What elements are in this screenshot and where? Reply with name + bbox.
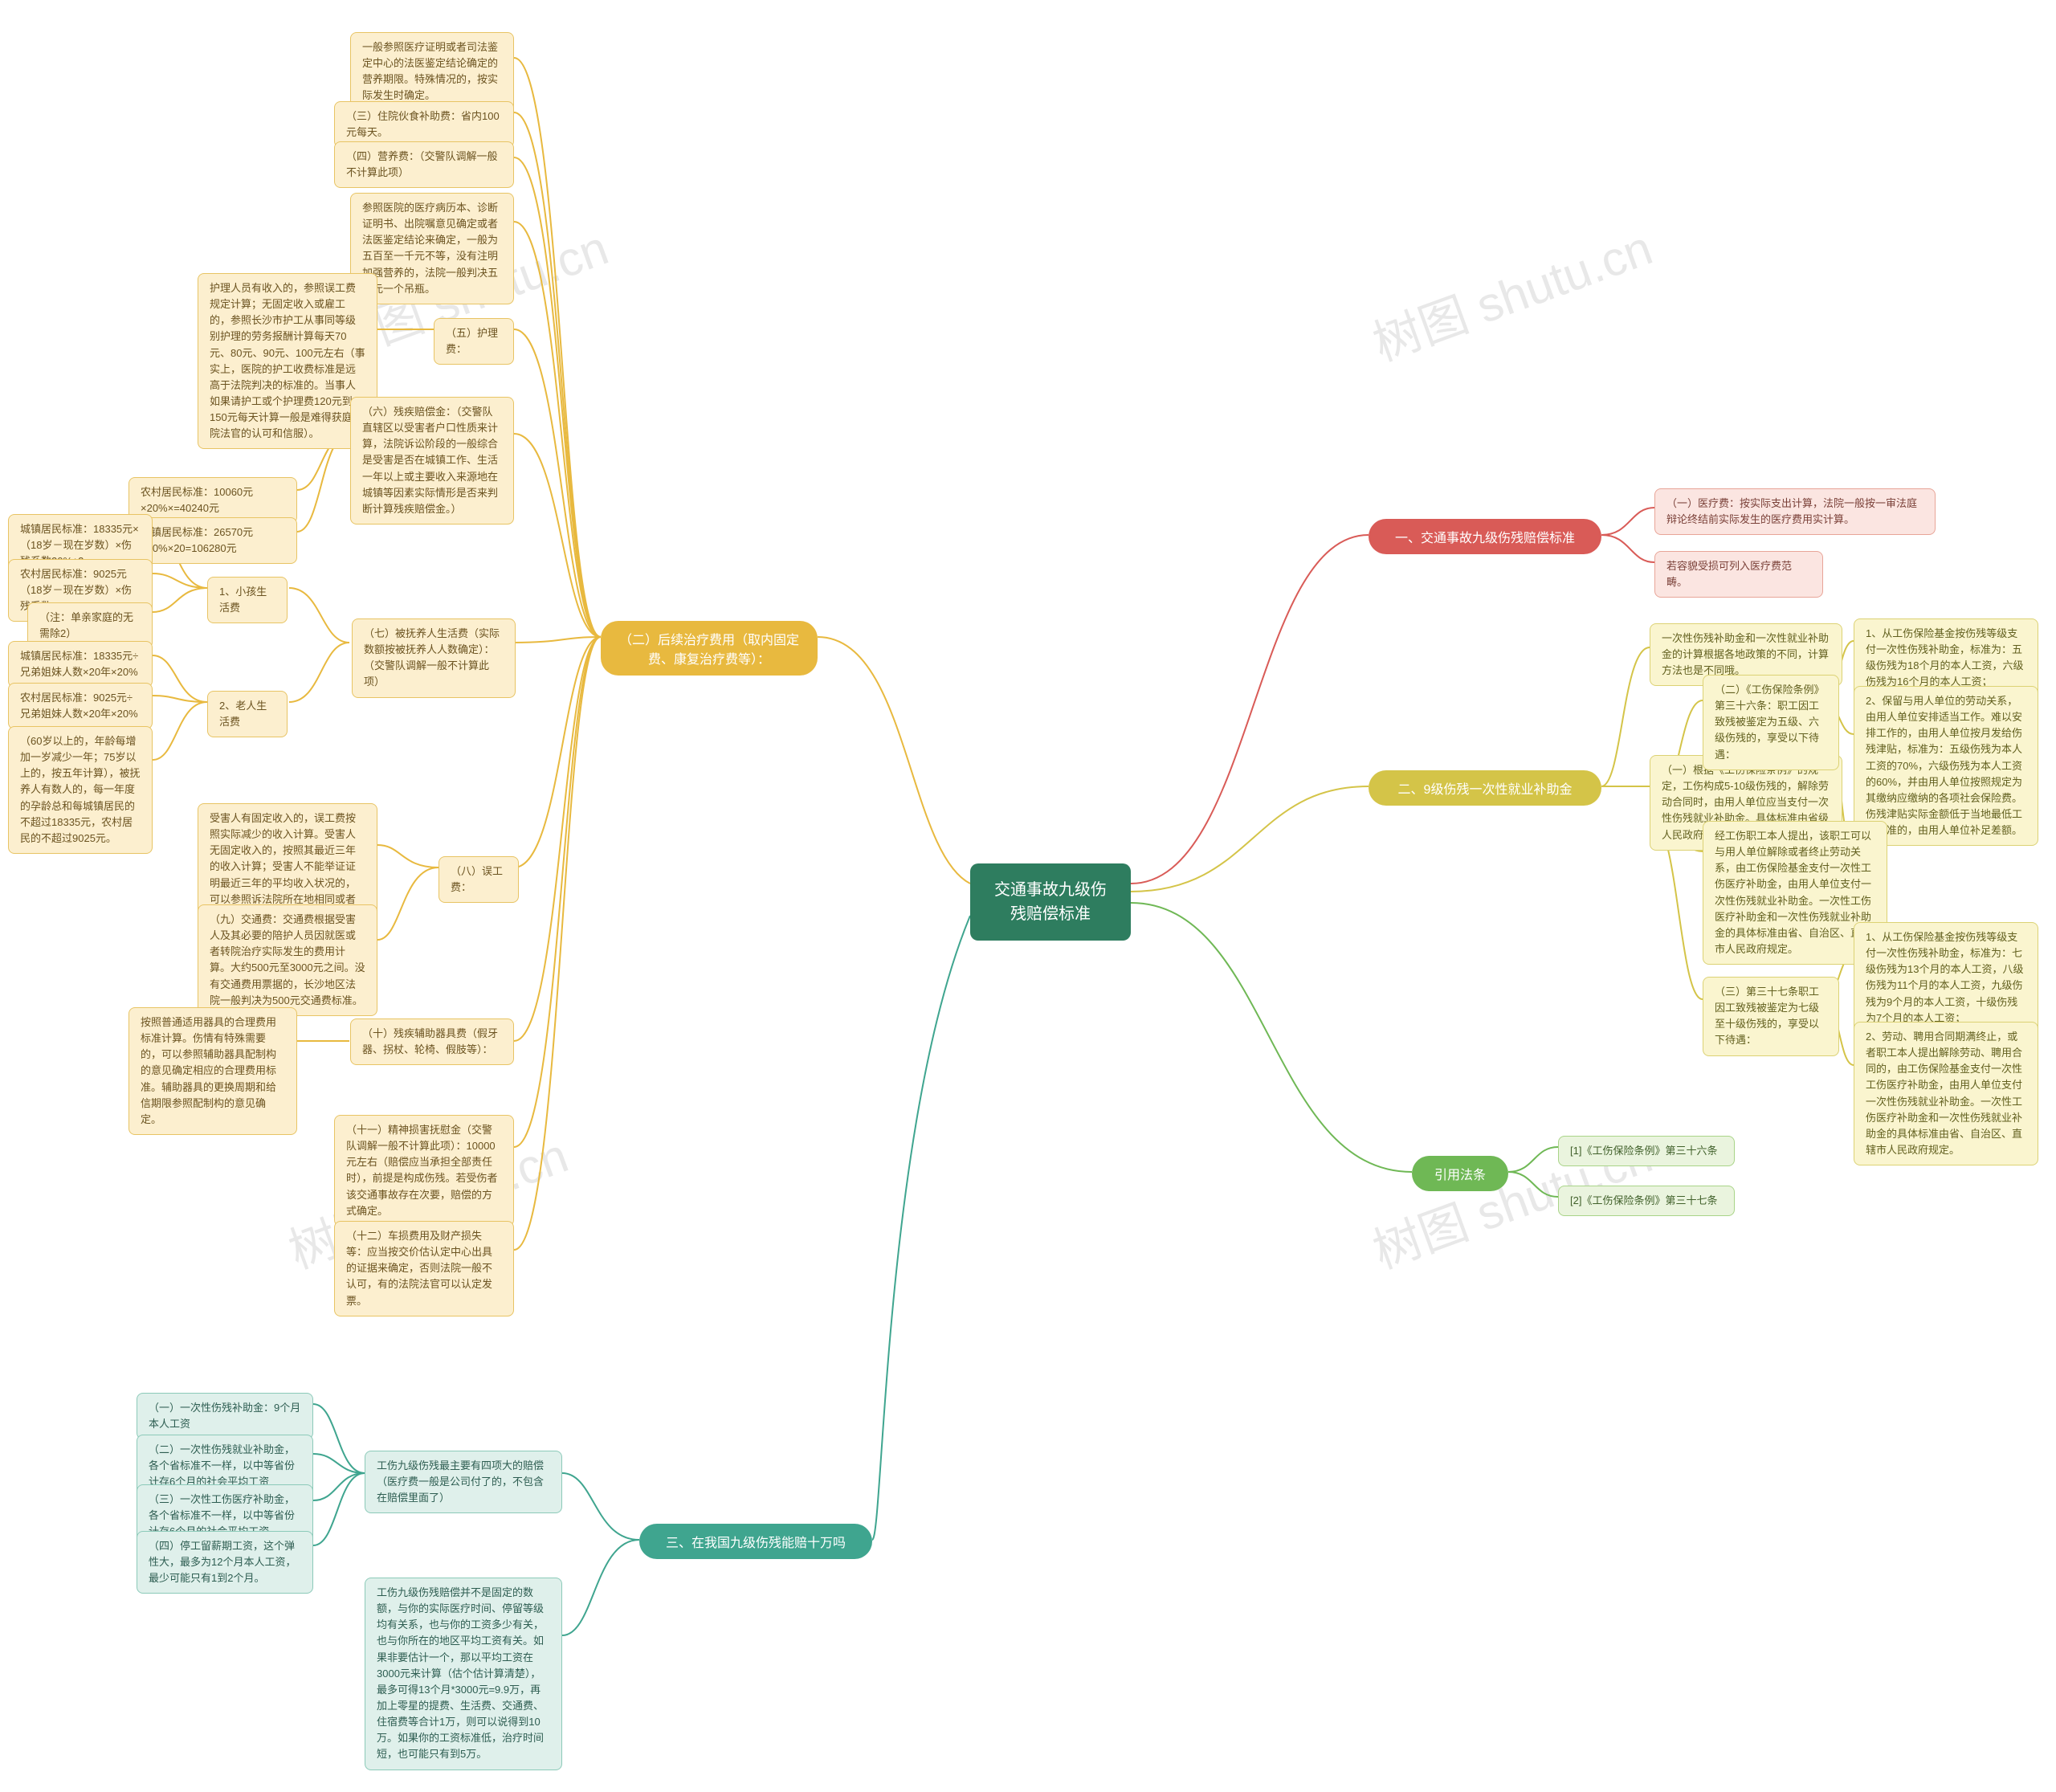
branch-3[interactable]: 引用法条	[1412, 1156, 1508, 1191]
leaf-5-n8[interactable]: （八）误工费：	[439, 856, 519, 903]
leaf-5-n1[interactable]: 一般参照医疗证明或者司法鉴定中心的法医鉴定结论确定的营养期限。特殊情况的，按实际…	[350, 32, 514, 112]
leaf-5-n10a[interactable]: 按照普通适用器具的合理费用标准计算。伤情有特殊需要的，可以参照辅助器具配制构的意…	[128, 1007, 297, 1135]
branch-2[interactable]: 二、9级伤残一次性就业补助金	[1369, 770, 1601, 806]
leaf-3-1[interactable]: [1]《工伤保险条例》第三十六条	[1558, 1136, 1735, 1166]
leaf-2-4[interactable]: （三）第三十七条职工因工致残被鉴定为七级至十级伤残的，享受以下待遇：	[1703, 977, 1839, 1056]
leaf-prefix: （一）医疗费：	[1666, 497, 1740, 509]
leaf-5-n7[interactable]: （七）被抚养人生活费（实际数额按被抚养人人数确定）：（交警队调解一般不计算此项）	[352, 618, 516, 698]
leaf-4-n5[interactable]: 工伤九级伤残赔偿并不是固定的数额，与你的实际医疗时间、停留等级均有关系，也与你的…	[365, 1578, 562, 1770]
leaf-2-3[interactable]: （二）《工伤保险条例》第三十六条：职工因工致残被鉴定为五级、六级伤残的，享受以下…	[1703, 675, 1839, 770]
leaf-4-n0[interactable]: 工伤九级伤残最主要有四项大的赔偿（医疗费一般是公司付了的，不包含在赔偿里面了）	[365, 1451, 562, 1513]
leaf-5-n5[interactable]: （五）护理费：	[434, 318, 514, 365]
leaf-5-n7-2b[interactable]: 农村居民标准：9025元÷兄弟姐妹人数×20年×20%	[8, 683, 153, 729]
leaf-medical-fee[interactable]: （一）医疗费：按实际支出计算，法院一般按一审法庭辩论终结前实际发生的医疗费用实计…	[1654, 488, 1936, 535]
leaf-5-n11[interactable]: （十一）精神损害抚慰金（交警队调解一般不计算此项）：10000元左右（赔偿应当承…	[334, 1115, 514, 1227]
leaf-5-n3[interactable]: （四）营养费：（交警队调解一般不计算此项）	[334, 141, 514, 188]
leaf-3-2[interactable]: [2]《工伤保险条例》第三十七条	[1558, 1186, 1735, 1216]
leaf-5-n7-2c[interactable]: （60岁以上的，年龄每增加一岁减少一年；75岁以上的，按五年计算），被抚养人有数…	[8, 726, 153, 854]
leaf-2-4a[interactable]: 1、从工伤保险基金按伤残等级支付一次性伤残补助金，标准为：七级伤残为13个月的本…	[1854, 922, 2038, 1034]
leaf-4-n4[interactable]: （四）停工留薪期工资，这个弹性大，最多为12个月本人工资，最少可能只有1到2个月…	[137, 1531, 313, 1594]
leaf-5-n6[interactable]: （六）残疾赔偿金：（交警队直辖区以受害者户口性质来计算，法院诉讼阶段的一般综合是…	[350, 397, 514, 525]
leaf-5-n12[interactable]: （十二）车损费用及财产损失等：应当按交价估认定中心出具的证据来确定，否则法院一般…	[334, 1221, 514, 1316]
branch-5[interactable]: （二）后续治疗费用（取内固定费、康复治疗费等）：	[601, 621, 818, 676]
branch-1[interactable]: 一、交通事故九级伤残赔偿标准	[1369, 519, 1601, 554]
leaf-4-n1[interactable]: （一）一次性伤残补助金：9个月本人工资	[137, 1393, 313, 1439]
leaf-5-n7-2a[interactable]: 城镇居民标准：18335元÷兄弟姐妹人数×20年×20%	[8, 641, 153, 688]
leaf-5-n7-2[interactable]: 2、老人生活费	[207, 691, 288, 737]
leaf-5-n9[interactable]: （九）交通费：交通费根据受害人及其必要的陪护人员因就医或者转院治疗实际发生的费用…	[198, 904, 377, 1016]
leaf-face-damage[interactable]: 若容貌受损可列入医疗费范畴。	[1654, 551, 1823, 598]
leaf-5-n7-1[interactable]: 1、小孩生活费	[207, 577, 288, 623]
leaf-5-n10[interactable]: （十）残疾辅助器具费（假牙器、拐杖、轮椅、假肢等）：	[350, 1018, 514, 1065]
watermark: 树图 shutu.cn	[1362, 209, 1660, 374]
leaf-2-4b[interactable]: 2、劳动、聘用合同期满终止，或者职工本人提出解除劳动、聘用合同的，由工伤保险基金…	[1854, 1022, 2038, 1165]
leaf-5-n6b[interactable]: 城镇居民标准：26570元×20%×20=106280元	[128, 517, 297, 564]
root-node[interactable]: 交通事故九级伤残赔偿标准	[970, 863, 1131, 941]
branch-4[interactable]: 三、在我国九级伤残能赔十万吗	[639, 1524, 872, 1559]
